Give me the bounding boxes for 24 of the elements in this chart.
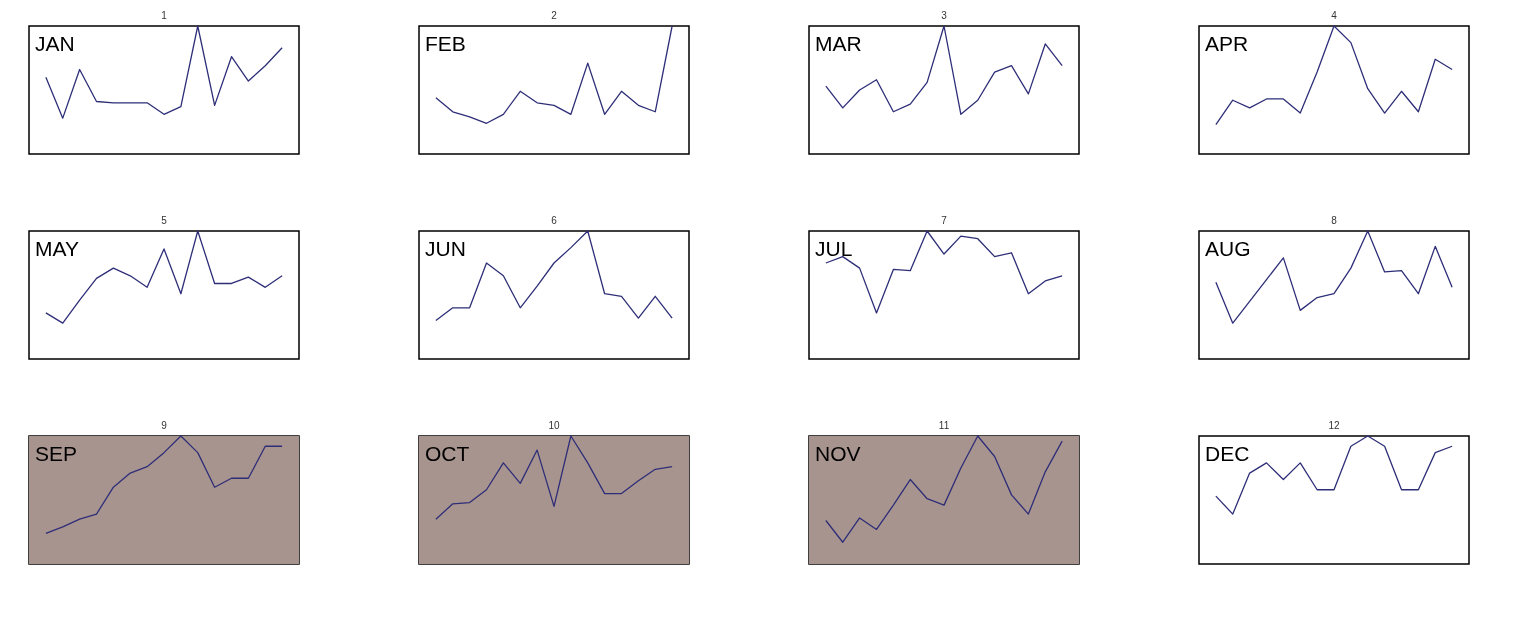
annotation: FEB: [425, 32, 466, 55]
chart-title: 11: [938, 420, 950, 432]
chart-title: 9: [161, 420, 168, 432]
annotation: AUG: [1205, 237, 1251, 260]
annotation: APR: [1205, 32, 1249, 55]
annotation: MAY: [35, 237, 79, 260]
annotation: DEC: [1205, 442, 1250, 465]
chart-title: 12: [1328, 420, 1340, 432]
chart-title: 7: [941, 215, 948, 227]
annotation: SEP: [35, 442, 78, 465]
chart-title: 8: [1331, 215, 1338, 227]
chart-title: 6: [551, 215, 558, 227]
annotation: OCT: [425, 442, 470, 465]
chart-title: 2: [551, 10, 558, 22]
chart-title: 5: [161, 215, 168, 227]
annotation: JAN: [35, 32, 75, 55]
annotation: MAR: [815, 32, 862, 55]
chart-title: 3: [941, 10, 948, 22]
chart-title: 1: [161, 10, 168, 22]
annotation: NOV: [815, 442, 861, 465]
annotation: JUL: [815, 237, 853, 260]
chart-title: 4: [1331, 10, 1338, 22]
chart-title: 10: [548, 420, 560, 432]
annotation: JUN: [425, 237, 466, 260]
